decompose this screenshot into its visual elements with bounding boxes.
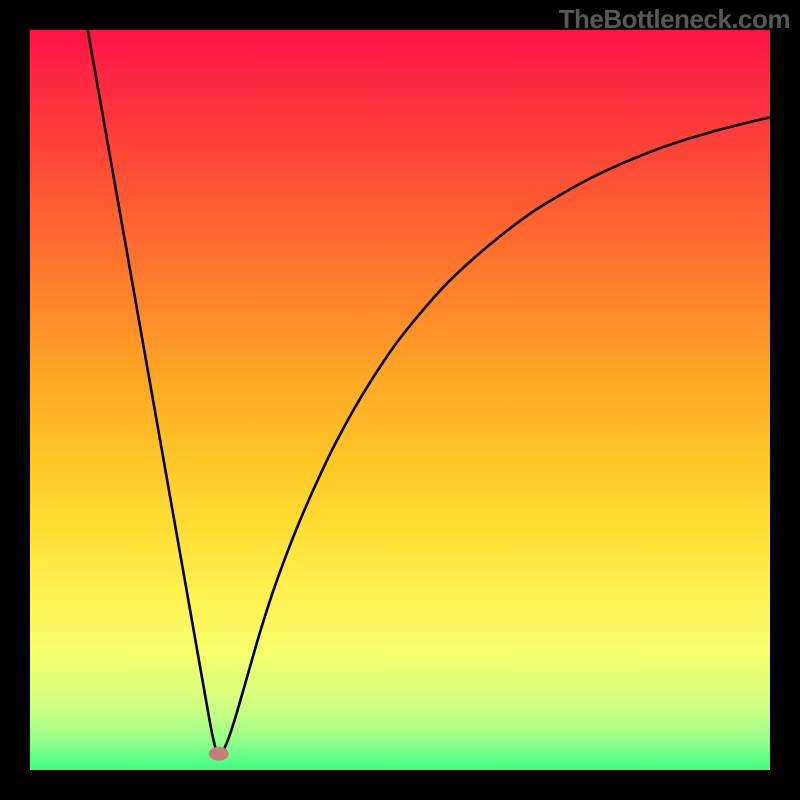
- bottleneck-chart: [0, 0, 800, 800]
- watermark-text: TheBottleneck.com: [559, 4, 790, 35]
- chart-container: { "watermark": { "text": "TheBottleneck.…: [0, 0, 800, 800]
- plot-background: [30, 30, 770, 770]
- minimum-marker: [209, 747, 229, 761]
